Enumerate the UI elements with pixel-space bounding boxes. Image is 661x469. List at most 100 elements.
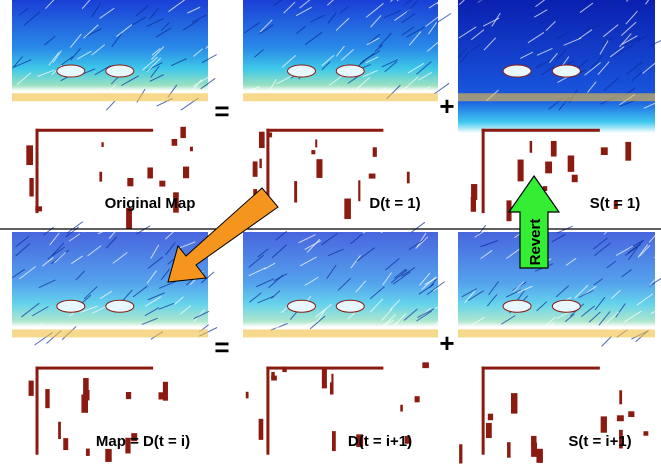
operator: +	[439, 328, 454, 358]
panel-label: Map = D(t = i)	[96, 433, 190, 450]
structure	[400, 405, 403, 412]
structure	[180, 127, 185, 138]
panel-label: S(t = 1)	[590, 195, 640, 212]
structure	[531, 442, 537, 456]
structure	[29, 381, 34, 396]
structure	[358, 180, 360, 201]
road-band	[458, 93, 655, 101]
structure	[183, 167, 189, 179]
structure	[459, 444, 462, 463]
wall	[266, 367, 383, 370]
wall	[482, 129, 600, 132]
wall	[482, 129, 485, 213]
operator: =	[214, 96, 229, 126]
structure	[545, 162, 552, 174]
structure	[315, 139, 317, 147]
structure	[518, 160, 524, 182]
vehicle	[336, 300, 364, 312]
structure	[316, 159, 322, 178]
structure	[163, 382, 168, 401]
wall	[36, 367, 39, 455]
structure	[511, 393, 517, 414]
panel-label: D(t = i+1)	[348, 433, 412, 450]
structure	[407, 172, 410, 184]
structure	[628, 411, 634, 417]
structure	[105, 449, 111, 462]
structure	[101, 142, 103, 147]
structure	[147, 167, 153, 178]
structure	[45, 389, 49, 408]
operator: =	[214, 332, 229, 362]
road-band	[12, 93, 208, 101]
structure	[259, 419, 264, 440]
cloud-streak	[411, 222, 424, 232]
wall	[266, 129, 383, 132]
cloud-streak	[291, 221, 305, 232]
structure	[572, 175, 578, 182]
structure	[415, 396, 420, 402]
cloud-streak	[437, 13, 451, 22]
panel-label: Original Map	[105, 195, 196, 212]
structure	[471, 184, 477, 200]
structure	[617, 415, 624, 421]
point-cloud-panel: S(t = 1)	[458, 0, 661, 222]
structure	[259, 159, 261, 168]
cloud-streak	[67, 222, 83, 234]
point-cloud-panel: D(t = i+1)	[243, 221, 451, 455]
structure	[536, 449, 542, 463]
structure	[271, 372, 274, 378]
structure	[63, 438, 68, 450]
structure	[127, 178, 133, 186]
vehicle	[106, 65, 134, 77]
structure	[619, 390, 622, 404]
panel-label: D(t = 1)	[369, 195, 420, 212]
point-cloud-panel: D(t = 1)	[243, 0, 451, 219]
road-band	[243, 329, 438, 337]
vehicle	[552, 65, 580, 77]
vehicle	[503, 65, 531, 77]
vehicle	[336, 65, 364, 77]
wall	[36, 129, 39, 213]
structure	[322, 367, 327, 388]
vehicle	[57, 300, 85, 312]
road-band	[243, 93, 438, 101]
structure	[99, 172, 102, 182]
structure	[26, 145, 33, 165]
vehicle	[552, 300, 580, 312]
structure	[86, 449, 90, 456]
structure	[488, 414, 493, 421]
structure	[58, 422, 61, 439]
structure	[190, 147, 193, 152]
structure	[172, 139, 178, 146]
vehicle	[106, 300, 134, 312]
structure	[81, 394, 88, 412]
vehicle	[503, 300, 531, 312]
structure	[253, 161, 258, 176]
structure	[373, 147, 377, 157]
structure	[601, 416, 607, 432]
structure	[246, 392, 249, 399]
vehicle	[288, 65, 316, 77]
structure	[507, 442, 511, 457]
structure	[486, 423, 492, 438]
wall	[482, 367, 600, 370]
wall	[482, 367, 485, 455]
structure	[259, 132, 265, 148]
structure	[530, 141, 533, 153]
structure	[344, 199, 351, 220]
structure	[126, 392, 131, 399]
structure	[568, 155, 575, 171]
structure	[332, 431, 336, 451]
structure	[422, 362, 429, 368]
wall	[36, 367, 154, 370]
structure	[643, 431, 648, 435]
vehicle	[288, 300, 316, 312]
structure	[625, 142, 631, 161]
structure	[29, 178, 33, 197]
cloud-streak	[83, 224, 96, 232]
panel-label: S(t = i+1)	[568, 433, 631, 450]
structure	[311, 150, 315, 154]
point-cloud-panel: Original Map	[12, 0, 219, 229]
